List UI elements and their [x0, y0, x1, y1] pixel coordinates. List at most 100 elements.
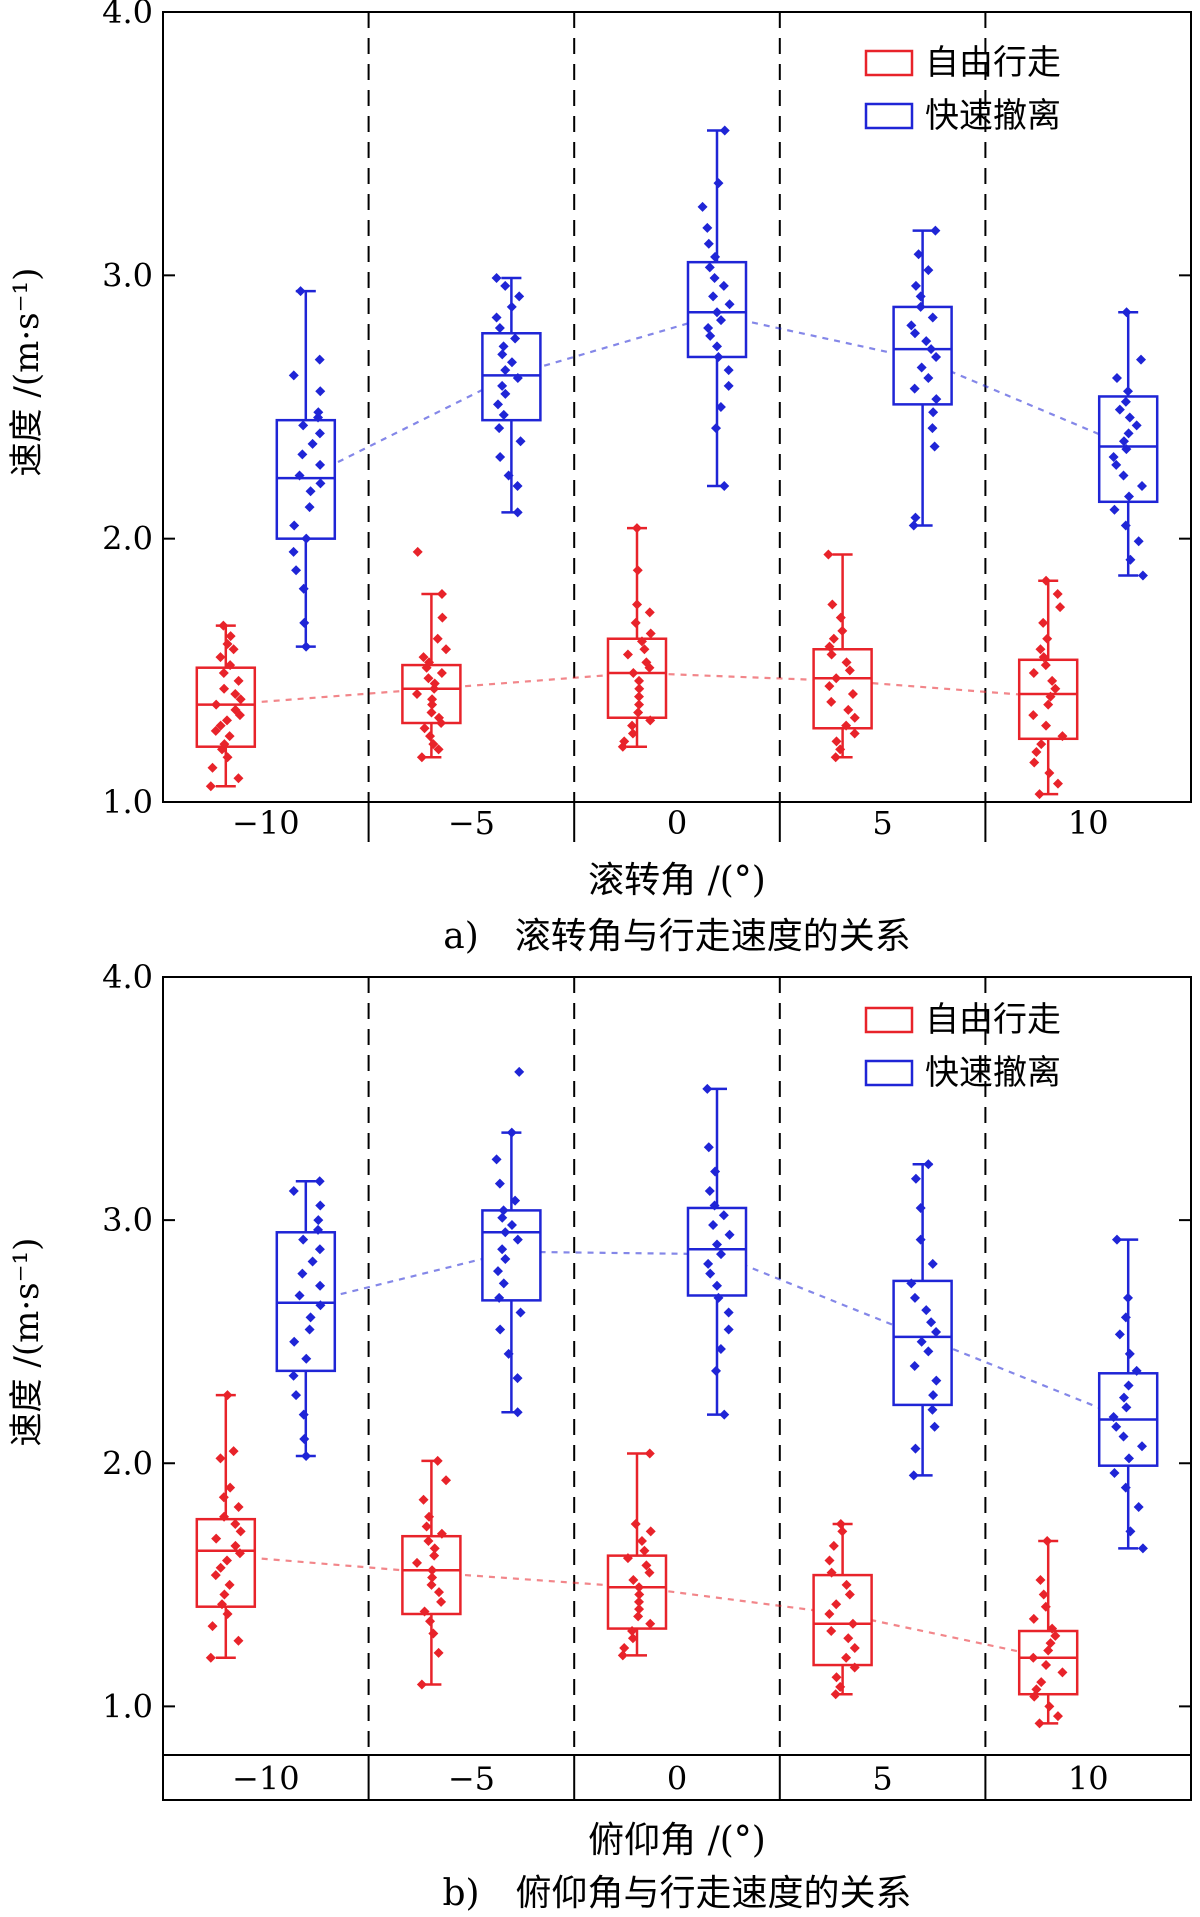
data-point [929, 441, 940, 452]
data-point [219, 739, 230, 750]
data-point [909, 328, 920, 339]
data-point [1108, 452, 1119, 463]
data-point [224, 731, 235, 742]
data-point [512, 1373, 523, 1384]
data-point [288, 546, 299, 557]
data-point [301, 533, 312, 544]
data-point [233, 773, 244, 784]
data-point [225, 631, 236, 642]
data-point [715, 402, 726, 412]
data-point [491, 1154, 502, 1165]
x-tick-label: 0 [667, 804, 687, 842]
data-point [503, 470, 514, 481]
data-point [233, 675, 244, 686]
data-point [622, 649, 633, 660]
data-point [828, 633, 839, 644]
data-point [1045, 1638, 1056, 1649]
data-point [1121, 307, 1132, 318]
data-point [225, 660, 236, 671]
data-point [497, 349, 508, 360]
data-point [837, 625, 848, 636]
y-tick-label: 4.0 [102, 958, 153, 996]
data-point [432, 633, 443, 644]
x-axis-label: 俯仰角 /(°) [588, 1820, 766, 1861]
data-point [1137, 481, 1148, 491]
data-point [423, 673, 434, 684]
data-point [915, 1202, 926, 1213]
data-point [824, 1608, 835, 1619]
data-point [636, 636, 647, 647]
data-point [491, 272, 502, 283]
data-point [913, 249, 924, 260]
box [812, 1573, 873, 1667]
data-point [1108, 1412, 1119, 1423]
data-point [617, 1650, 628, 1661]
data-point [711, 423, 722, 434]
data-point [710, 1166, 721, 1177]
data-point [233, 1635, 244, 1646]
data-point [426, 1579, 437, 1590]
data-point [1111, 1421, 1122, 1432]
data-point [1044, 1701, 1055, 1712]
box [275, 418, 337, 540]
data-point [224, 1579, 235, 1590]
data-point [418, 1494, 429, 1505]
data-point [634, 1589, 645, 1600]
data-point [702, 222, 713, 233]
data-point [710, 251, 721, 262]
data-point [291, 565, 302, 576]
data-point [314, 1244, 325, 1255]
data-point [221, 715, 232, 726]
data-point [631, 523, 642, 534]
data-point [633, 1596, 644, 1607]
data-point [1120, 520, 1131, 531]
data-point [1042, 633, 1053, 644]
data-point [847, 1618, 858, 1629]
data-point [1045, 691, 1056, 702]
data-point [219, 1511, 230, 1522]
data-point [222, 752, 233, 763]
data-point [1122, 386, 1133, 397]
data-point [1123, 1453, 1134, 1464]
data-point [441, 1475, 452, 1486]
x-tick-label: 5 [872, 1760, 892, 1798]
data-point [835, 1519, 846, 1530]
data-point [636, 1536, 647, 1547]
data-point [841, 1579, 852, 1590]
data-point [841, 720, 852, 731]
data-point [1124, 412, 1135, 423]
data-point [1040, 660, 1051, 671]
data-point [298, 1409, 309, 1420]
data-point [712, 1239, 723, 1250]
data-point [1031, 1684, 1042, 1695]
data-point [1040, 1601, 1051, 1612]
data-point [923, 1346, 934, 1357]
legend-swatch-evacuation [864, 102, 914, 130]
data-point [1123, 428, 1134, 439]
data-point [645, 1618, 656, 1629]
data-point [927, 1404, 938, 1415]
plot-frame [162, 976, 1192, 1801]
data-point [491, 312, 502, 323]
data-point [426, 707, 437, 718]
data-point [1041, 575, 1052, 586]
data-point [1029, 1691, 1040, 1702]
data-point [425, 731, 436, 742]
data-point [497, 1212, 508, 1223]
data-point [1052, 778, 1063, 789]
data-point [425, 1616, 436, 1627]
data-point [923, 1159, 934, 1170]
y-tick-label: 2.0 [102, 1444, 153, 1482]
y-tick-label: 1.0 [102, 783, 153, 821]
data-point [915, 1234, 926, 1245]
data-point [849, 1662, 860, 1673]
data-point [437, 612, 448, 623]
data-point [299, 617, 310, 628]
data-point [205, 1652, 216, 1663]
data-point [639, 1545, 650, 1556]
data-point [1123, 1380, 1134, 1391]
data-point [436, 1528, 447, 1539]
data-point [931, 394, 942, 405]
data-point [497, 1244, 508, 1255]
